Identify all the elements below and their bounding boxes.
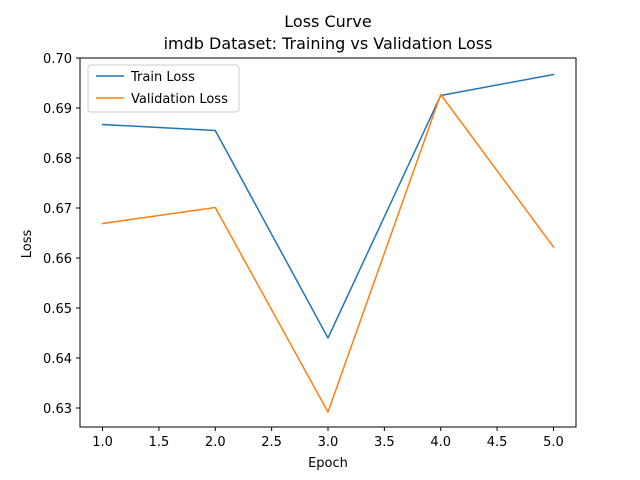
validation-loss-line: [101, 93, 555, 413]
x-tick-label: 1.5: [149, 435, 170, 450]
x-tick-label: 3.0: [318, 435, 339, 450]
y-axis-label: Loss: [20, 230, 35, 259]
x-tick-label: 4.5: [487, 435, 508, 450]
y-tick-label: 0.70: [43, 52, 72, 67]
chart-subtitle: imdb Dataset: Training vs Validation Los…: [164, 34, 493, 53]
y-tick-label: 0.67: [43, 202, 72, 217]
y-tick-label: 0.69: [43, 102, 72, 117]
x-tick-label: 2.5: [261, 435, 282, 450]
x-tick-label: 5.0: [543, 435, 564, 450]
x-tick-label: 2.0: [205, 435, 226, 450]
y-tick-label: 0.65: [43, 302, 72, 317]
legend-box: [87, 64, 240, 113]
x-tick-label: 4.0: [430, 435, 451, 450]
x-axis-label: Epoch: [308, 456, 348, 471]
x-tick-label: 3.5: [374, 435, 395, 450]
y-tick-label: 0.63: [43, 402, 72, 417]
legend-label-validation: Validation Loss: [131, 92, 228, 107]
train-loss-line: [101, 73, 555, 339]
y-tick-label: 0.66: [43, 252, 72, 267]
y-tick-label: 0.64: [43, 352, 72, 367]
chart-title: Loss Curve: [284, 12, 371, 31]
legend: Train Loss Validation Loss: [87, 64, 240, 113]
plot-area: 1.0 1.5 2.0 2.5 3.0 3.5 4.0 4.5 5.0 0.63 0.64 0.65 0…: [43, 52, 564, 450]
y-tick-label: 0.68: [43, 152, 72, 167]
x-tick-label: 1.0: [92, 435, 113, 450]
legend-label-train: Train Loss: [130, 70, 195, 85]
plot-frame: [79, 57, 577, 428]
